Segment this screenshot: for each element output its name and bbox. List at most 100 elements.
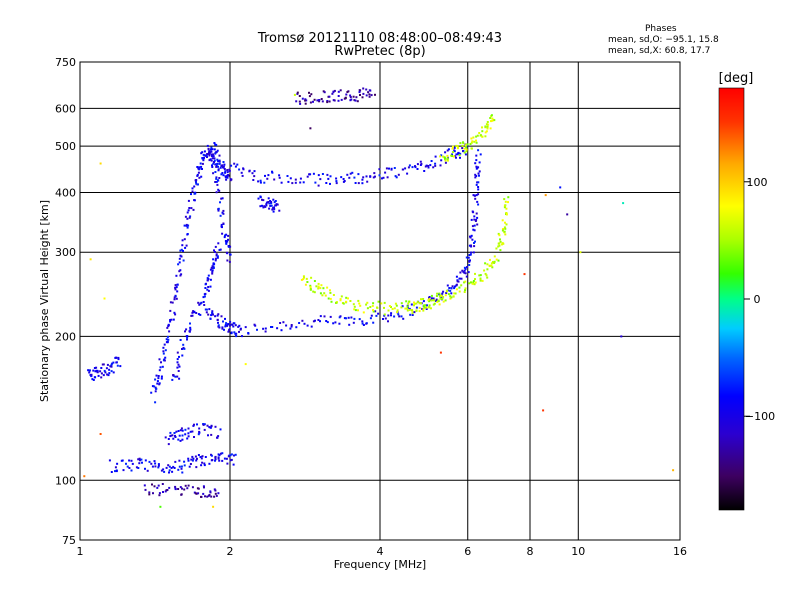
echo-point [481, 130, 484, 133]
echo-point [234, 165, 237, 168]
echo-point [419, 164, 422, 166]
echo-point [439, 155, 442, 158]
echo-point [397, 313, 400, 316]
echo-point [410, 303, 413, 306]
echo-point [470, 234, 473, 237]
echo-point [464, 153, 467, 156]
echo-point [91, 378, 94, 381]
echo-point [200, 464, 203, 467]
echo-point [100, 372, 103, 375]
echo-point [229, 245, 232, 248]
echo-point [427, 166, 430, 169]
echo-point [372, 309, 374, 312]
echo-point [183, 224, 186, 227]
echo-point [217, 169, 220, 172]
echo-point [210, 314, 213, 317]
echo-point [225, 242, 228, 245]
echo-point [179, 254, 182, 257]
echo-point [365, 303, 368, 306]
echo-point [439, 297, 442, 300]
echo-point [422, 304, 425, 307]
echo-point [442, 300, 445, 303]
echo-point [203, 150, 206, 153]
echo-point [182, 250, 184, 252]
echo-point [365, 322, 368, 325]
echo-point [168, 486, 171, 489]
echo-point [191, 486, 194, 489]
echo-point [167, 325, 170, 328]
echo-point [473, 245, 476, 248]
echo-point [210, 266, 213, 269]
echo-point [425, 308, 428, 310]
echo-point [458, 286, 461, 289]
echo-point [321, 100, 324, 103]
echo-point [414, 166, 417, 169]
echo-point [217, 160, 220, 163]
y-tick-label: 400 [55, 186, 76, 199]
echo-point [488, 264, 491, 267]
echo-point [500, 243, 503, 246]
echo-point [97, 374, 100, 377]
echo-point [257, 180, 260, 183]
echo-point [178, 459, 181, 462]
echo-point [369, 175, 372, 178]
echo-point [214, 425, 217, 428]
echo-point [201, 455, 204, 458]
echo-point [473, 229, 476, 232]
echo-point [369, 89, 372, 92]
echo-point [221, 197, 224, 200]
echo-point [108, 459, 111, 462]
echo-point [185, 328, 188, 331]
echo-point [213, 495, 216, 498]
echo-point [233, 322, 236, 325]
echo-point [96, 371, 99, 374]
echo-point [198, 167, 201, 170]
echo-point [478, 174, 480, 177]
echo-point [456, 145, 459, 147]
echo-point [263, 205, 266, 208]
echo-point [339, 315, 342, 318]
x-tick-labels: 1 2 4 6 8 10 16 [77, 545, 688, 558]
echo-point [203, 423, 206, 426]
echo-point [176, 375, 179, 378]
echo-point [221, 327, 224, 330]
echo-point [126, 465, 129, 468]
echo-point [108, 372, 111, 375]
echo-point [96, 369, 99, 372]
echo-point [228, 169, 231, 172]
echo-point [184, 428, 187, 431]
echo-point [158, 358, 161, 361]
echo-point [102, 374, 105, 377]
echo-point [497, 242, 500, 245]
echo-point [454, 285, 456, 288]
echo-point [183, 488, 186, 491]
echo-point [357, 173, 360, 176]
echo-point [177, 468, 180, 471]
echo-point [174, 434, 176, 437]
echo-point [261, 198, 263, 201]
echo-point [478, 274, 481, 277]
echo-point [286, 175, 289, 177]
echo-point [216, 149, 219, 152]
echo-point [175, 297, 178, 300]
echo-point [478, 170, 481, 173]
echo-point [346, 91, 349, 93]
echo-point [349, 172, 352, 175]
echo-point [214, 315, 217, 318]
echo-point [476, 216, 479, 219]
echo-point [362, 176, 365, 179]
echo-point [321, 294, 324, 297]
echo-point [271, 208, 274, 211]
echo-point [401, 305, 404, 308]
echo-point [470, 244, 472, 247]
echo-point [247, 332, 250, 334]
echo-point [319, 315, 322, 318]
echo-point [241, 174, 244, 177]
echo-point [205, 308, 208, 311]
echo-point [95, 366, 98, 369]
echo-point [475, 194, 478, 197]
colorbar-tick-label: −100 [745, 410, 775, 423]
phase-stats-o: mean, sd,O: −95.1, 15.8 [608, 35, 719, 45]
echo-point [185, 223, 188, 226]
echo-point [361, 322, 364, 325]
